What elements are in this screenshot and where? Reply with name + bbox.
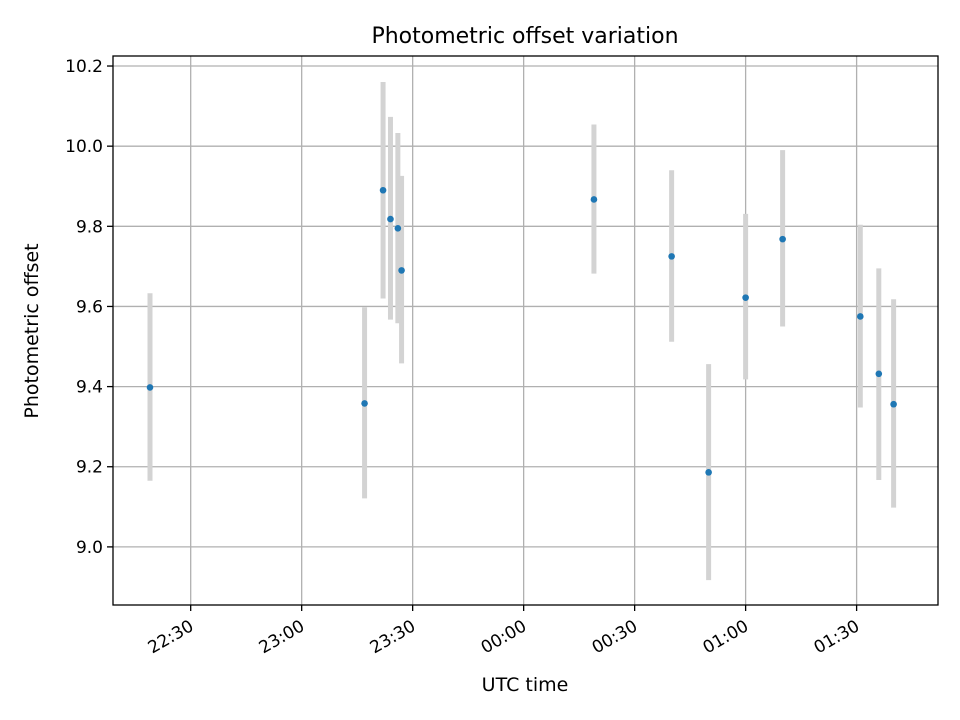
data-point <box>398 267 405 274</box>
data-point <box>779 235 786 243</box>
y-tick-label: 9.6 <box>76 297 103 317</box>
data-point <box>890 400 897 408</box>
data-points <box>146 186 897 476</box>
data-point <box>387 215 394 223</box>
chart-title: Photometric offset variation <box>371 24 678 49</box>
x-axis-label: UTC time <box>482 674 569 696</box>
data-point <box>590 196 598 203</box>
y-tick-label: 9.4 <box>76 378 103 398</box>
plot-frame <box>112 55 939 606</box>
y-tick-label: 9.2 <box>76 458 103 478</box>
data-point <box>394 225 402 232</box>
data-point <box>146 384 154 391</box>
y-tick-label: 9.0 <box>76 538 103 558</box>
data-point <box>857 313 864 320</box>
y-tick-label: 9.8 <box>76 217 103 237</box>
y-tick-label: 10.0 <box>65 137 103 157</box>
data-point <box>379 186 387 194</box>
data-point <box>742 294 749 301</box>
data-point <box>875 370 883 378</box>
y-tick-label: 10.2 <box>65 57 103 77</box>
data-point <box>361 400 368 407</box>
data-point <box>705 469 712 476</box>
data-point <box>668 253 675 260</box>
y-axis-ticks: 9.0 9.2 9.4 9.6 9.8 10.0 10.2 <box>65 57 113 558</box>
y-axis-label: Photometric offset <box>21 243 43 418</box>
